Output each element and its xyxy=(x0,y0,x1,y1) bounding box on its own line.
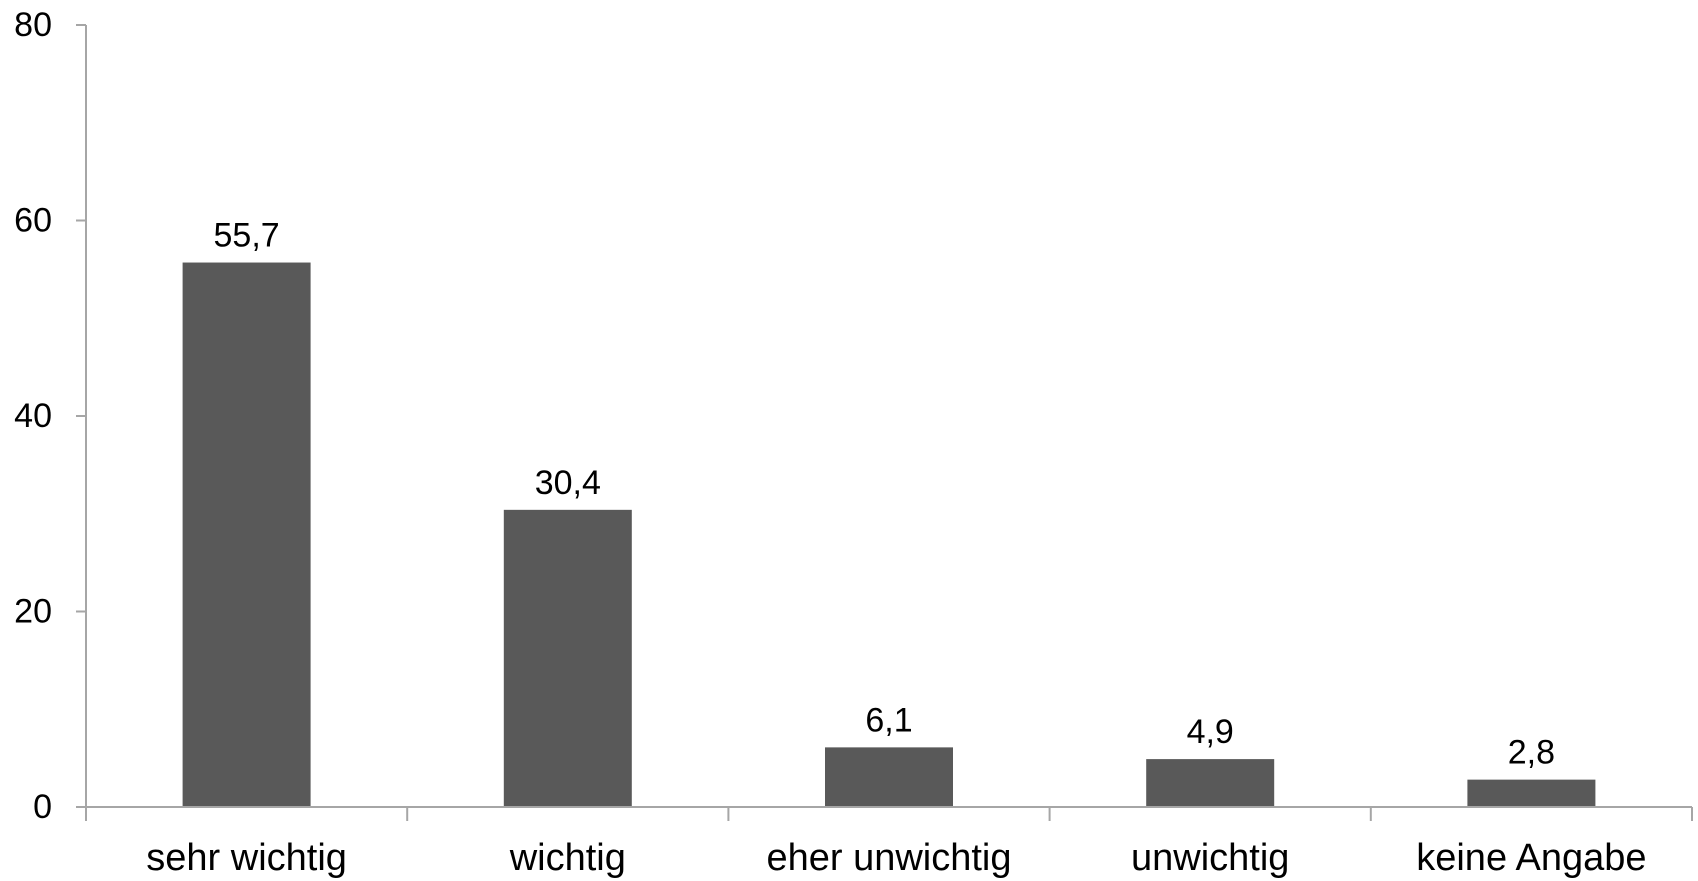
category-label: sehr wichtig xyxy=(146,837,347,879)
category-label: keine Angabe xyxy=(1416,837,1646,879)
bars xyxy=(182,262,1596,808)
category-label: unwichtig xyxy=(1131,837,1289,879)
data-label: 6,1 xyxy=(865,701,912,739)
x-axis-ticks xyxy=(85,807,1693,821)
data-label: 2,8 xyxy=(1508,734,1555,772)
category-labels: sehr wichtig wichtig eher unwichtig unwicht… xyxy=(146,837,1646,879)
data-label: 55,7 xyxy=(214,217,280,255)
category-label: eher unwichtig xyxy=(766,837,1011,879)
y-tick-label: 40 xyxy=(14,397,52,435)
data-label: 30,4 xyxy=(535,464,601,502)
data-labels: 55,7 30,4 6,1 4,9 2,8 xyxy=(214,217,1556,772)
y-axis-ticks: 0 20 40 60 80 xyxy=(14,6,86,826)
bar xyxy=(1467,779,1596,807)
bar xyxy=(503,509,632,807)
category-label: wichtig xyxy=(509,837,626,879)
bar xyxy=(1146,759,1275,807)
y-tick-label: 0 xyxy=(33,788,52,826)
y-tick-label: 20 xyxy=(14,593,52,631)
data-label: 4,9 xyxy=(1187,713,1234,751)
y-tick-label: 80 xyxy=(14,6,52,44)
y-tick-label: 60 xyxy=(14,202,52,240)
bar xyxy=(182,262,311,808)
bar xyxy=(825,747,953,807)
